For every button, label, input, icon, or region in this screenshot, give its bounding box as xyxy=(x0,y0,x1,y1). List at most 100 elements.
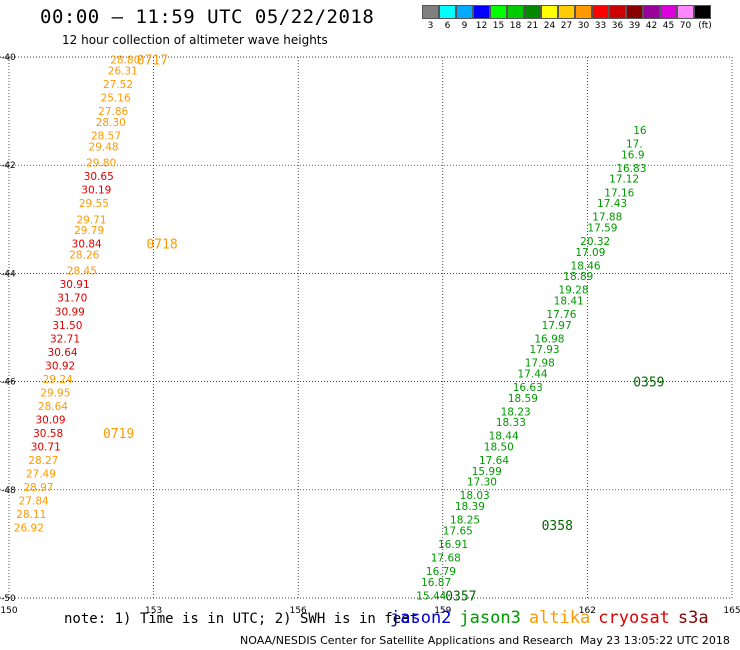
pass-time-label: 0359 xyxy=(633,376,664,391)
color-key-label: 9 xyxy=(461,21,468,31)
color-key-swatch xyxy=(643,5,660,19)
x-tick-label: 165 xyxy=(723,606,740,616)
color-key-label: 15 xyxy=(492,21,505,31)
data-point-jason3: 17.64 xyxy=(479,455,509,467)
y-tick-label: -46 xyxy=(1,378,16,388)
data-point-jason3: 20.32 xyxy=(580,236,610,248)
data-point-jason3: 19.28 xyxy=(558,285,588,297)
color-key-label: 21 xyxy=(526,21,539,31)
data-point-jason3: 17.09 xyxy=(575,247,605,259)
data-point-jason3: 17.65 xyxy=(443,525,473,537)
data-point-jason3: 17.98 xyxy=(525,358,555,370)
generated-timestamp: May 23 13:05:22 UTC 2018 xyxy=(580,634,730,647)
data-point-altika: 30.71 xyxy=(31,442,61,454)
data-point-jason3: 17.12 xyxy=(609,174,639,186)
color-key-swatch xyxy=(694,5,711,19)
data-point-altika: 25.16 xyxy=(101,93,131,105)
data-point-altika: 28.97 xyxy=(23,482,53,494)
data-point-jason3: 17.16 xyxy=(604,187,634,199)
data-point-jason3: 18.25 xyxy=(450,515,480,527)
data-point-jason3: 18.03 xyxy=(460,490,490,502)
color-key-swatch xyxy=(575,5,592,19)
data-point-altika: 29.55 xyxy=(79,198,109,210)
data-point-altika: 28.57 xyxy=(91,130,121,142)
data-point-altika: 28.45 xyxy=(67,266,97,278)
data-point-jason3: 17.59 xyxy=(587,222,617,234)
data-point-jason3: 17.76 xyxy=(546,309,576,321)
data-point-jason3: 16 xyxy=(633,125,647,137)
color-key-swatch xyxy=(524,5,541,19)
color-key-label: 36 xyxy=(611,21,624,31)
color-key-unit: (ft) xyxy=(698,21,712,31)
data-point-altika: 29.71 xyxy=(76,214,106,226)
data-point-altika: 30.99 xyxy=(55,306,85,318)
data-point-altika: 30.65 xyxy=(84,171,114,183)
data-point-altika: 28.26 xyxy=(69,249,99,261)
data-point-jason3: 16.87 xyxy=(421,577,451,589)
pass-time-label: 0357 xyxy=(445,589,476,604)
data-point-altika: 28.11 xyxy=(16,509,46,521)
color-key-swatch xyxy=(609,5,626,19)
legend-item-s3a: s3a xyxy=(677,608,709,628)
data-point-jason3: 18.39 xyxy=(455,501,485,513)
data-point-jason3: 17.44 xyxy=(518,368,548,380)
chart-subtitle: 12 hour collection of altimeter wave hei… xyxy=(62,33,328,47)
color-key-swatch xyxy=(677,5,694,19)
data-point-jason3: 18.23 xyxy=(501,406,531,418)
x-tick-label: 153 xyxy=(145,606,162,616)
legend-item-cryosat: cryosat xyxy=(598,608,670,628)
data-point-jason3: 18.41 xyxy=(554,295,584,307)
pass-time-label: 0719 xyxy=(103,427,134,442)
data-point-altika: 31.50 xyxy=(52,320,82,332)
color-key-swatch xyxy=(592,5,609,19)
footer-note: note: 1) Time is in UTC; 2) SWH is in fe… xyxy=(64,611,419,627)
data-point-altika: 32.71 xyxy=(50,333,80,345)
data-point-altika: 30.19 xyxy=(81,185,111,197)
x-tick-label: 150 xyxy=(0,606,17,616)
y-tick-label: -42 xyxy=(1,161,16,171)
data-point-jason3: 18.59 xyxy=(508,393,538,405)
x-tick-label: 162 xyxy=(579,606,596,616)
y-tick-label: -48 xyxy=(1,486,16,496)
x-tick-label: 156 xyxy=(290,606,307,616)
data-point-altika: 27.49 xyxy=(26,469,56,481)
data-point-altika: 31.70 xyxy=(57,293,87,305)
data-point-altika: 29.95 xyxy=(40,387,70,399)
data-point-jason3: 15.99 xyxy=(472,466,502,478)
credit-text: NOAA/NESDIS Center for Satellite Applica… xyxy=(240,634,574,647)
legend-item-altika: altika xyxy=(528,608,591,628)
chart-title: 00:00 – 11:59 UTC 05/22/2018 xyxy=(40,6,375,28)
color-key-label: 27 xyxy=(560,21,573,31)
y-tick-label: -50 xyxy=(1,594,16,604)
color-key-swatch xyxy=(558,5,575,19)
data-point-jason3: 18.50 xyxy=(484,442,514,454)
color-key-swatch xyxy=(473,5,490,19)
data-point-altika: 27.84 xyxy=(19,496,49,508)
data-point-altika: 29.80 xyxy=(86,157,116,169)
data-point-jason3: 17.68 xyxy=(431,552,461,564)
color-key-label: 39 xyxy=(628,21,641,31)
color-key-labels: 3 6 9 12 15 18 21 24 27 30 33 36 39 42 45 70 (ft) xyxy=(422,21,716,31)
pass-time-label: 0717 xyxy=(137,54,168,69)
data-point-jason3: 17. xyxy=(626,139,643,151)
data-point-jason3: 16.9 xyxy=(621,149,644,161)
data-point-altika: 28.64 xyxy=(38,401,68,413)
data-point-jason3: 18.44 xyxy=(489,431,519,443)
data-point-jason3: 18.46 xyxy=(571,260,601,272)
data-point-jason3: 16.91 xyxy=(438,539,468,551)
color-key-swatch xyxy=(490,5,507,19)
color-key-swatch xyxy=(626,5,643,19)
data-point-jason3: 16.98 xyxy=(534,333,564,345)
color-key-swatch xyxy=(422,5,439,19)
data-point-jason3: 17.88 xyxy=(592,212,622,224)
data-point-altika: 30.91 xyxy=(60,279,90,291)
data-point-jason3: 17.43 xyxy=(597,198,627,210)
data-point-altika: 26.92 xyxy=(14,523,44,535)
data-point-altika: 29.79 xyxy=(74,225,104,237)
data-point-altika: 26.31 xyxy=(108,66,138,78)
color-key-label: 3 xyxy=(427,21,434,31)
color-key-label: 6 xyxy=(444,21,451,31)
color-key-label: 18 xyxy=(509,21,522,31)
data-point-altika: 28.80 xyxy=(110,55,140,67)
